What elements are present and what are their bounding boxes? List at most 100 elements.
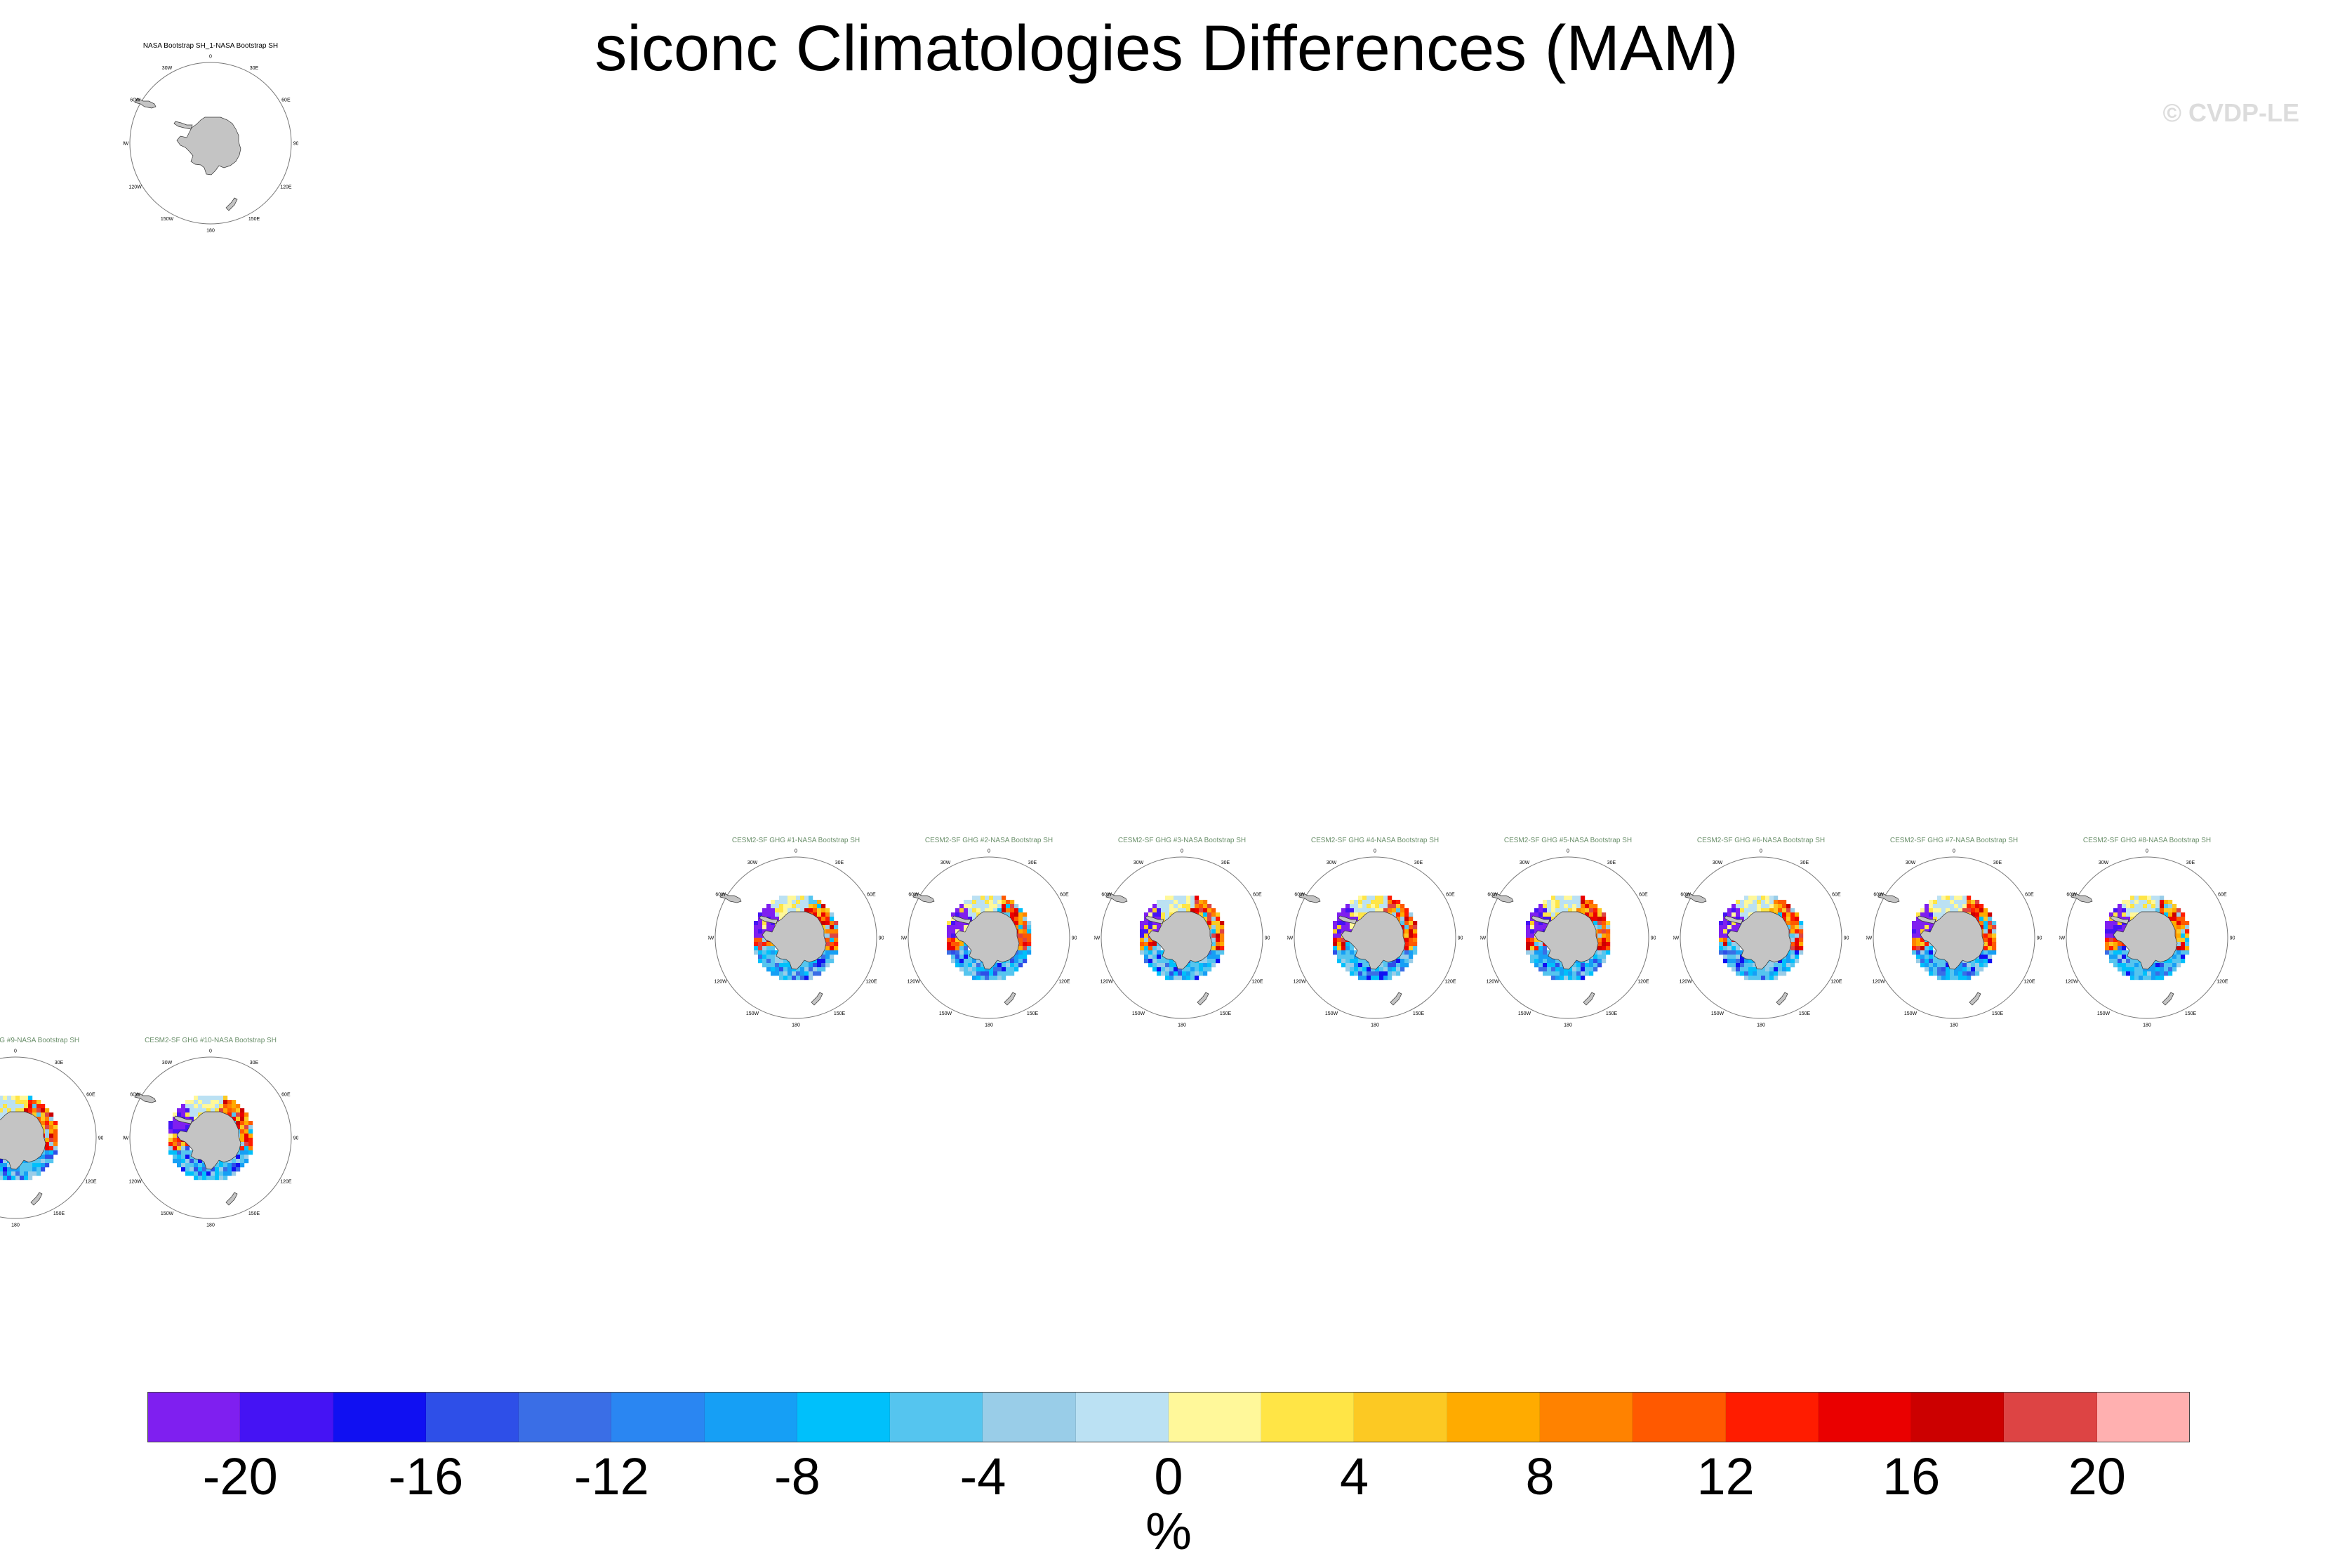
longitude-label: 120E	[1058, 980, 1070, 985]
map-panel: CESM2-SF GHG #5-NASA Bootstrap SH 0 30E 60E…	[1480, 837, 1656, 1040]
antarctica-landmass	[2113, 911, 2178, 970]
longitude-label: 30W	[162, 1061, 173, 1065]
longitude-label: 120E	[280, 1180, 292, 1185]
south-america-landmass	[912, 892, 935, 903]
polar-map: 0 30E 60E 90E 120E 150E 180 150W 120W 90W 60W 30W	[1673, 849, 1849, 1028]
longitude-label: 30E	[1607, 861, 1616, 865]
map-panel-title: CESM2-SF GHG #9-NASA Bootstrap SH	[0, 1037, 80, 1044]
map-panel: CESM2-SF GHG #10-NASA Bootstrap SH 0 30E 60…	[123, 1037, 298, 1240]
longitude-label: 30E	[250, 1061, 259, 1065]
longitude-label: 180	[11, 1223, 20, 1228]
longitude-label: 120W	[1679, 980, 1692, 985]
longitude-label: 0	[1953, 849, 1955, 854]
longitude-label: 30W	[747, 861, 758, 865]
south-america-landmass	[1298, 892, 1321, 903]
colorbar-swatch	[519, 1392, 612, 1442]
longitude-label: 60W	[130, 98, 140, 103]
longitude-label: 150E	[1027, 1011, 1039, 1016]
longitude-label: 120W	[1100, 980, 1113, 985]
longitude-label: 150E	[248, 1211, 260, 1216]
longitude-label: 120W	[714, 980, 727, 985]
longitude-label: 180	[2143, 1023, 2151, 1028]
south-america-landmass	[1877, 892, 1900, 903]
longitude-label: 60W	[130, 1093, 140, 1098]
longitude-label: 30W	[1327, 861, 1337, 865]
longitude-label: 90W	[1480, 936, 1487, 941]
longitude-label: 90E	[1458, 936, 1463, 941]
colorbar-swatch	[890, 1392, 983, 1442]
longitude-label: 150W	[1132, 1011, 1145, 1016]
colorbar-swatch	[1168, 1392, 1262, 1442]
longitude-label: 60E	[2025, 893, 2034, 898]
longitude-label: 30W	[2099, 861, 2109, 865]
longitude-label: 60E	[1446, 893, 1455, 898]
longitude-label: 30W	[1134, 861, 1144, 865]
map-panel-title: CESM2-SF GHG #3-NASA Bootstrap SH	[1117, 837, 1247, 844]
new-zealand-landmass	[1197, 992, 1209, 1006]
longitude-label: 60E	[1832, 893, 1841, 898]
colorbar-swatch	[983, 1392, 1076, 1442]
longitude-label: 150E	[248, 217, 260, 222]
map-panel-title: CESM2-SF GHG #10-NASA Bootstrap SH	[145, 1037, 277, 1044]
longitude-label: 120W	[128, 1180, 142, 1185]
colorbar-tick-label: -8	[774, 1447, 820, 1506]
new-zealand-landmass	[30, 1192, 43, 1206]
antarctic-peninsula	[173, 1115, 193, 1124]
antarctica-landmass	[1341, 911, 1406, 970]
colorbar-swatch	[1725, 1392, 1819, 1442]
polar-map: 0 30E 60E 90E 120E 150E 180 150W 120W 90W 60W 30W	[1287, 849, 1463, 1028]
longitude-label: 30E	[2186, 861, 2195, 865]
longitude-label: 90W	[1866, 936, 1873, 941]
longitude-label: 0	[1181, 849, 1183, 854]
longitude-label: 60E	[281, 1093, 291, 1098]
longitude-label: 0	[988, 849, 990, 854]
longitude-label: 0	[2146, 849, 2148, 854]
antarctica-landmass	[1534, 911, 1599, 970]
longitude-label: 90E	[2230, 936, 2235, 941]
colorbar-swatch	[1447, 1392, 1540, 1442]
map-panel-title: CESM2-SF GHG #5-NASA Bootstrap SH	[1503, 837, 1633, 844]
map-panel-title: CESM2-SF GHG #2-NASA Bootstrap SH	[924, 837, 1053, 844]
antarctic-peninsula	[173, 121, 193, 130]
sea-ice-difference-field	[1333, 896, 1418, 981]
longitude-label: 180	[1178, 1023, 1186, 1028]
longitude-label: 180	[1757, 1023, 1765, 1028]
longitude-label: 60W	[908, 893, 919, 898]
longitude-label: 60E	[86, 1093, 95, 1098]
longitude-label: 30E	[250, 66, 259, 71]
new-zealand-landmass	[1004, 992, 1016, 1006]
longitude-label: 120E	[2023, 980, 2035, 985]
polar-map: 0 30E 60E 90E 120E 150E 180 150W 120W 90W 60W 30W	[1866, 849, 2042, 1028]
longitude-label: 150E	[1413, 1011, 1425, 1016]
longitude-label: 150E	[53, 1211, 65, 1216]
longitude-label: 120E	[1444, 980, 1456, 985]
antarctic-peninsula	[1531, 915, 1550, 924]
longitude-label: 90W	[708, 936, 714, 941]
longitude-label: 30E	[1221, 861, 1230, 865]
longitude-label: 60W	[1294, 893, 1305, 898]
longitude-label: 150E	[1799, 1011, 1811, 1016]
longitude-label: 120W	[1293, 980, 1306, 985]
longitude-label: 120E	[280, 185, 292, 190]
colorbar-swatch	[611, 1392, 705, 1442]
antarctic-peninsula	[952, 915, 971, 924]
longitude-label: 90E	[1265, 936, 1270, 941]
longitude-label: 60E	[1060, 893, 1069, 898]
longitude-label: 120W	[1872, 980, 1885, 985]
map-panel-title: CESM2-SF GHG #6-NASA Bootstrap SH	[1696, 837, 1826, 844]
map-panel: CESM2-SF GHG #2-NASA Bootstrap SH 0 30E 60E…	[901, 837, 1077, 1040]
longitude-label: 180	[1564, 1023, 1572, 1028]
colorbar-swatch	[1633, 1392, 1726, 1442]
south-america-landmass	[719, 892, 742, 903]
colorbar-tick-label: -4	[959, 1447, 1006, 1506]
colorbar-swatch	[1539, 1392, 1633, 1442]
longitude-label: 30E	[1800, 861, 1809, 865]
polar-map: 0 30E 60E 90E 120E 150E 180 150W 120W 90W 60W 30W	[1480, 849, 1656, 1028]
longitude-label: 30E	[835, 861, 844, 865]
polar-map: 0 30E 60E 90E 120E 150E 180 150W 120W 90W 60W 30W	[123, 55, 298, 234]
new-zealand-landmass	[1390, 992, 1402, 1006]
colorbar-tick-label: -12	[573, 1447, 649, 1506]
longitude-label: 120E	[1637, 980, 1649, 985]
south-america-landmass	[1105, 892, 1128, 903]
longitude-label: 150W	[1325, 1011, 1338, 1016]
